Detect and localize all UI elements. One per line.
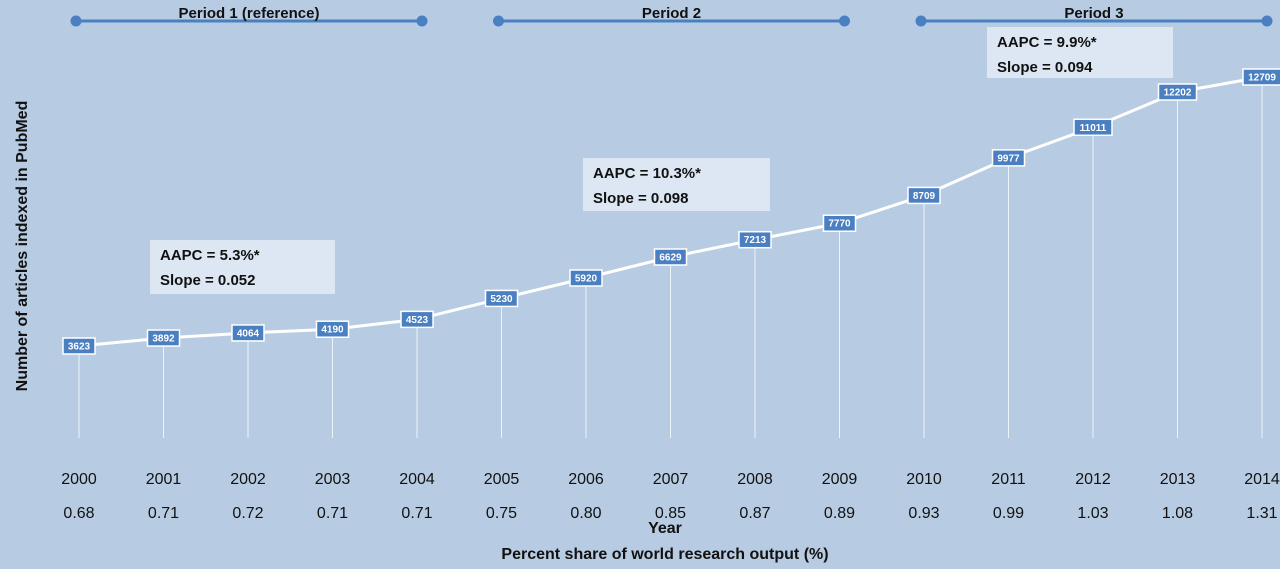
x-tick-label: 2011: [991, 471, 1026, 488]
annotation-slope: Slope = 0.052: [160, 272, 255, 289]
x-axis-title: Year: [648, 520, 682, 537]
x-tick-label: 2008: [737, 471, 773, 488]
data-label: 6629: [659, 253, 682, 264]
x-tick-label: 2003: [315, 471, 351, 488]
secondary-x-tick-label: 1.31: [1246, 505, 1277, 522]
secondary-x-tick-label: 1.08: [1162, 505, 1193, 522]
secondary-x-tick-label: 0.71: [401, 505, 432, 522]
data-label: 9977: [997, 153, 1020, 164]
secondary-x-tick-label: 0.68: [63, 505, 94, 522]
annotations: AAPC = 5.3%* Slope = 0.052 AAPC = 10.3%* Sl…: [150, 27, 1173, 294]
data-point-marker: [822, 214, 857, 232]
secondary-x-tick-label: 0.75: [486, 505, 517, 522]
y-axis-title: Number of articles indexed in PubMed: [14, 101, 31, 392]
data-label: 7770: [828, 219, 851, 230]
data-point-marker: [1157, 83, 1198, 101]
data-point-marker: [1242, 68, 1280, 86]
annotation-box: [583, 158, 770, 211]
secondary-x-tick-label: 0.72: [232, 505, 263, 522]
secondary-x-tick-label: 0.80: [570, 505, 601, 522]
data-label: 5920: [575, 273, 598, 284]
x-tick-label: 2007: [653, 471, 689, 488]
data-point-marker: [653, 248, 688, 266]
x-tick-label: 2005: [484, 471, 520, 488]
data-point-marker: [991, 149, 1026, 167]
drop-lines: [78, 77, 1263, 438]
data-label: 5230: [490, 294, 513, 305]
data-point-marker: [146, 329, 181, 347]
secondary-x-tick-label: 0.71: [317, 505, 348, 522]
data-labels: 3623 3892 4064 4190 4523 5230 5920 6629 7213 7770…: [62, 68, 1280, 355]
data-label: 12202: [1164, 88, 1192, 99]
data-label: 3623: [68, 342, 91, 353]
secondary-x-tick-label: 0.93: [908, 505, 939, 522]
data-point-marker: [569, 269, 603, 287]
data-label: 3892: [152, 334, 175, 345]
data-label: 11011: [1080, 123, 1107, 134]
x-tick-label: 2014: [1244, 471, 1280, 488]
data-point-marker: [315, 320, 350, 338]
x-tick-label: 2001: [146, 471, 182, 488]
secondary-x-tick-label: 1.03: [1077, 505, 1108, 522]
secondary-x-tick-labels: 0.68 0.71 0.72 0.71 0.71 0.75 0.80 0.85 0.87 0.89…: [63, 505, 1277, 522]
period-bar-start-dot: [915, 15, 927, 27]
period-bar-end-dot: [839, 15, 850, 27]
data-label: 4523: [406, 315, 429, 326]
secondary-x-tick-label: 0.71: [148, 505, 179, 522]
annotation-box: [987, 27, 1173, 78]
data-label: 8709: [913, 191, 936, 202]
data-label: 4190: [321, 325, 344, 336]
period-label: Period 3: [1064, 5, 1123, 22]
data-point-marker: [400, 310, 434, 329]
period-bar-end-dot: [1261, 15, 1273, 27]
annotation-aapc: AAPC = 9.9%*: [997, 34, 1097, 51]
x-tick-label: 2013: [1160, 471, 1196, 488]
secondary-x-tick-label: 0.85: [655, 505, 686, 522]
data-point-marker: [231, 324, 265, 342]
secondary-x-tick-label: 0.99: [993, 505, 1024, 522]
x-tick-label: 2000: [61, 471, 97, 488]
data-label: 12709: [1248, 73, 1276, 84]
x-tick-label: 2006: [568, 471, 604, 488]
period-bar-end-dot: [416, 15, 428, 27]
data-point-marker: [907, 186, 941, 205]
data-point-marker: [62, 337, 96, 355]
period-bar-start-dot: [70, 15, 82, 27]
data-point-marker: [484, 289, 519, 308]
annotation-box: [150, 240, 335, 294]
x-tick-label: 2009: [822, 471, 858, 488]
x-tick-label: 2012: [1075, 471, 1111, 488]
secondary-x-tick-label: 0.87: [739, 505, 770, 522]
annotation-slope: Slope = 0.098: [593, 190, 688, 207]
period-bars: Period 1 (reference) Period 2 Period 3: [70, 5, 1273, 27]
data-point-marker: [738, 230, 772, 249]
data-label: 4064: [237, 328, 260, 339]
x-tick-label: 2010: [906, 471, 942, 488]
period-label: Period 1 (reference): [179, 5, 320, 22]
x-tick-labels: 2000 2001 2002 2003 2004 2005 2006 2007 2008 2009…: [61, 471, 1280, 488]
x-tick-label: 2002: [230, 471, 266, 488]
secondary-x-tick-label: 0.89: [824, 505, 855, 522]
annotation-aapc: AAPC = 10.3%*: [593, 165, 701, 182]
annotation-aapc: AAPC = 5.3%*: [160, 247, 260, 264]
secondary-x-axis-title: Percent share of world research output (…: [501, 546, 828, 563]
annotation-slope: Slope = 0.094: [997, 59, 1093, 76]
period-bar-start-dot: [493, 15, 504, 27]
period-label: Period 2: [642, 5, 701, 22]
data-point-marker: [1073, 118, 1113, 137]
data-label: 7213: [744, 235, 767, 246]
x-tick-label: 2004: [399, 471, 435, 488]
